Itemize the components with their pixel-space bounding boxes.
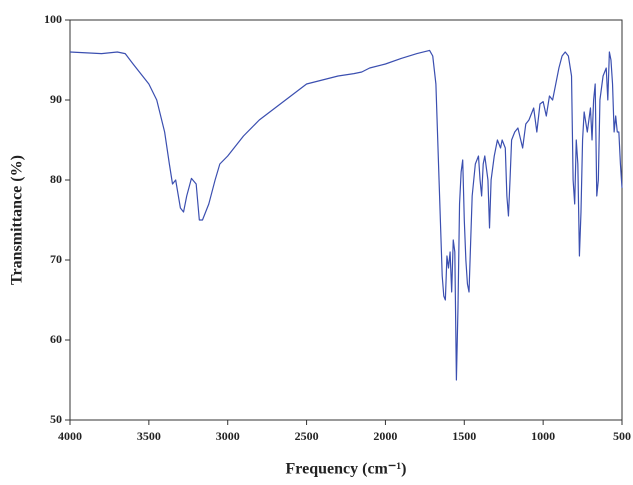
y-tick-label: 90 — [50, 92, 62, 106]
y-tick-label: 80 — [50, 172, 62, 186]
plot-frame — [69, 19, 623, 421]
x-tick-label: 3000 — [216, 429, 240, 443]
x-tick-label: 1000 — [531, 429, 555, 443]
x-tick-label: 4000 — [58, 429, 82, 443]
y-tick-label: 70 — [50, 252, 62, 266]
spectrum-line — [69, 49, 623, 381]
x-tick-label: 3500 — [137, 429, 161, 443]
x-axis-label: Frequency (cm⁻¹) — [286, 461, 407, 478]
y-tick-label: 100 — [44, 12, 62, 26]
y-tick-label: 50 — [50, 412, 62, 426]
x-tick-label: 2000 — [373, 429, 397, 443]
y-axis-label: Transmittance (%) — [9, 155, 26, 285]
x-tick-label: 500 — [613, 429, 631, 443]
x-tick-label: 2500 — [295, 429, 319, 443]
x-tick-label: 1500 — [452, 429, 476, 443]
y-tick-label: 60 — [50, 332, 62, 346]
